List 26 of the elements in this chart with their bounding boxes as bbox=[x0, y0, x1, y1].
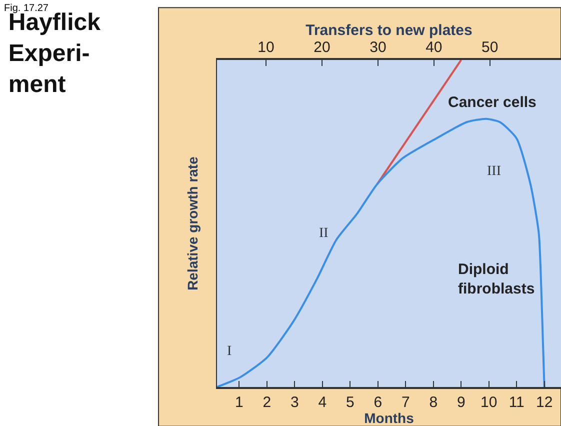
x-tick-label: 5 bbox=[346, 394, 354, 411]
annotation: II bbox=[319, 226, 329, 241]
x2-axis-title: Transfers to new plates bbox=[306, 22, 472, 39]
y-axis-title: Relative growth rate bbox=[184, 156, 201, 290]
x-tick-label: 8 bbox=[429, 394, 438, 411]
x-tick-label: 7 bbox=[401, 394, 410, 411]
x2-tick-label: 50 bbox=[482, 39, 498, 56]
series-label: Diploid fibroblasts bbox=[458, 261, 535, 298]
x-tick-label: 11 bbox=[508, 394, 524, 411]
x2-tick-label: 40 bbox=[426, 39, 442, 56]
x-tick-label: 2 bbox=[262, 394, 272, 411]
x-tick-label: 1 bbox=[235, 394, 244, 411]
x-tick-label: 9 bbox=[456, 394, 466, 411]
x-tick-label: 6 bbox=[374, 394, 382, 411]
x-axis-title: Months bbox=[364, 410, 414, 426]
x-tick-label: 4 bbox=[318, 394, 327, 411]
x2-tick-label: 30 bbox=[370, 39, 386, 56]
caption: Fig. 17.27 bbox=[4, 3, 49, 14]
x2-tick-label: 20 bbox=[314, 39, 330, 56]
x-tick-label: 10 bbox=[480, 394, 498, 411]
x-tick-label: 12 bbox=[536, 394, 553, 411]
annotation: I bbox=[227, 344, 232, 359]
x2-tick-label: 10 bbox=[258, 39, 274, 56]
series-label: Cancer cells bbox=[448, 94, 536, 111]
annotation: III bbox=[487, 164, 502, 179]
x-tick-label: 3 bbox=[290, 394, 299, 411]
